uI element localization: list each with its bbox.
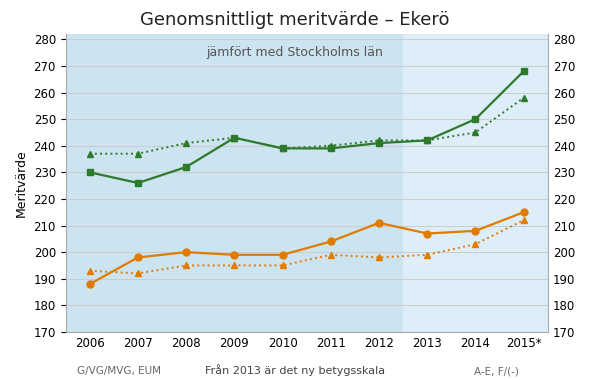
Y-axis label: Meritvärde: Meritvärde [15,149,28,217]
Text: jämfört med Stockholms län: jämfört med Stockholms län [206,46,384,59]
Bar [403,34,548,332]
Text: G/VG/MVG, EUM: G/VG/MVG, EUM [77,366,160,376]
Text: A-E, F/(-): A-E, F/(-) [474,366,519,376]
Text: Genomsnittligt meritvärde – Ekerö: Genomsnittligt meritvärde – Ekerö [140,11,450,29]
Bar [65,34,403,332]
Text: Från 2013 är det ny betygsskala: Från 2013 är det ny betygsskala [205,364,385,376]
